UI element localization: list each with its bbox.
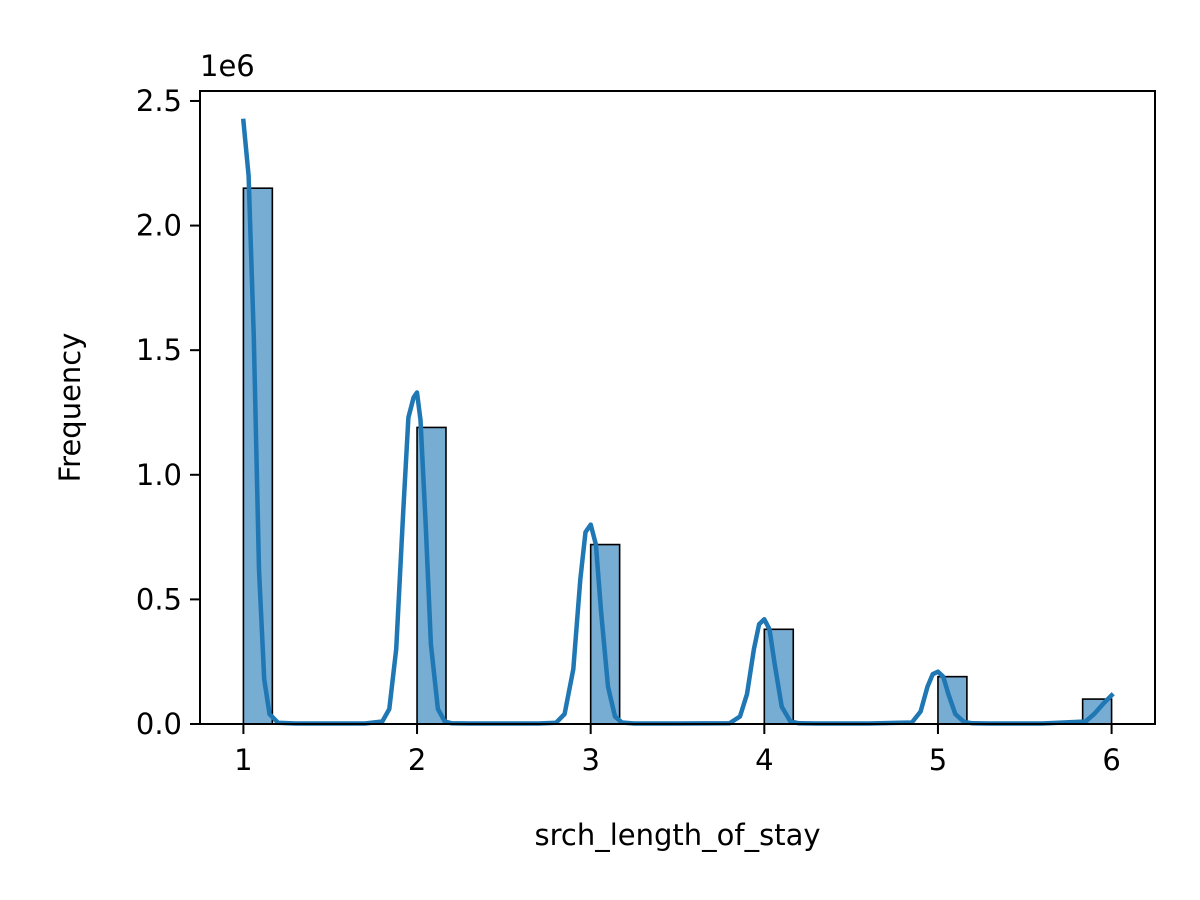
y-tick-label: 0.0 [136, 707, 182, 741]
y-tick-label: 2.5 [136, 84, 182, 118]
x-tick-label: 1 [234, 743, 252, 777]
y-tick-label: 1.0 [136, 458, 182, 492]
kde-curve-group [240, 118, 1115, 726]
y-axis-ticks: 0.0 0.5 1.0 1.5 2.0 2.5 [136, 84, 200, 741]
x-axis-ticks: 1 2 3 4 5 6 [234, 724, 1121, 777]
x-tick-label: 2 [408, 743, 426, 777]
y-axis-offset-label: 1e6 [200, 49, 255, 83]
y-tick-label: 1.5 [136, 333, 182, 367]
x-axis-label: srch_length_of_stay [534, 818, 820, 852]
x-tick-label: 5 [929, 743, 947, 777]
y-tick-label: 0.5 [136, 582, 182, 616]
y-tick-label: 2.0 [136, 209, 182, 243]
y-axis-label: Frequency [53, 333, 87, 483]
x-tick-label: 3 [581, 743, 599, 777]
x-tick-label: 4 [755, 743, 773, 777]
plot-area-frame [199, 90, 1156, 725]
x-tick-label: 6 [1102, 743, 1120, 777]
kde-line [240, 118, 1115, 726]
